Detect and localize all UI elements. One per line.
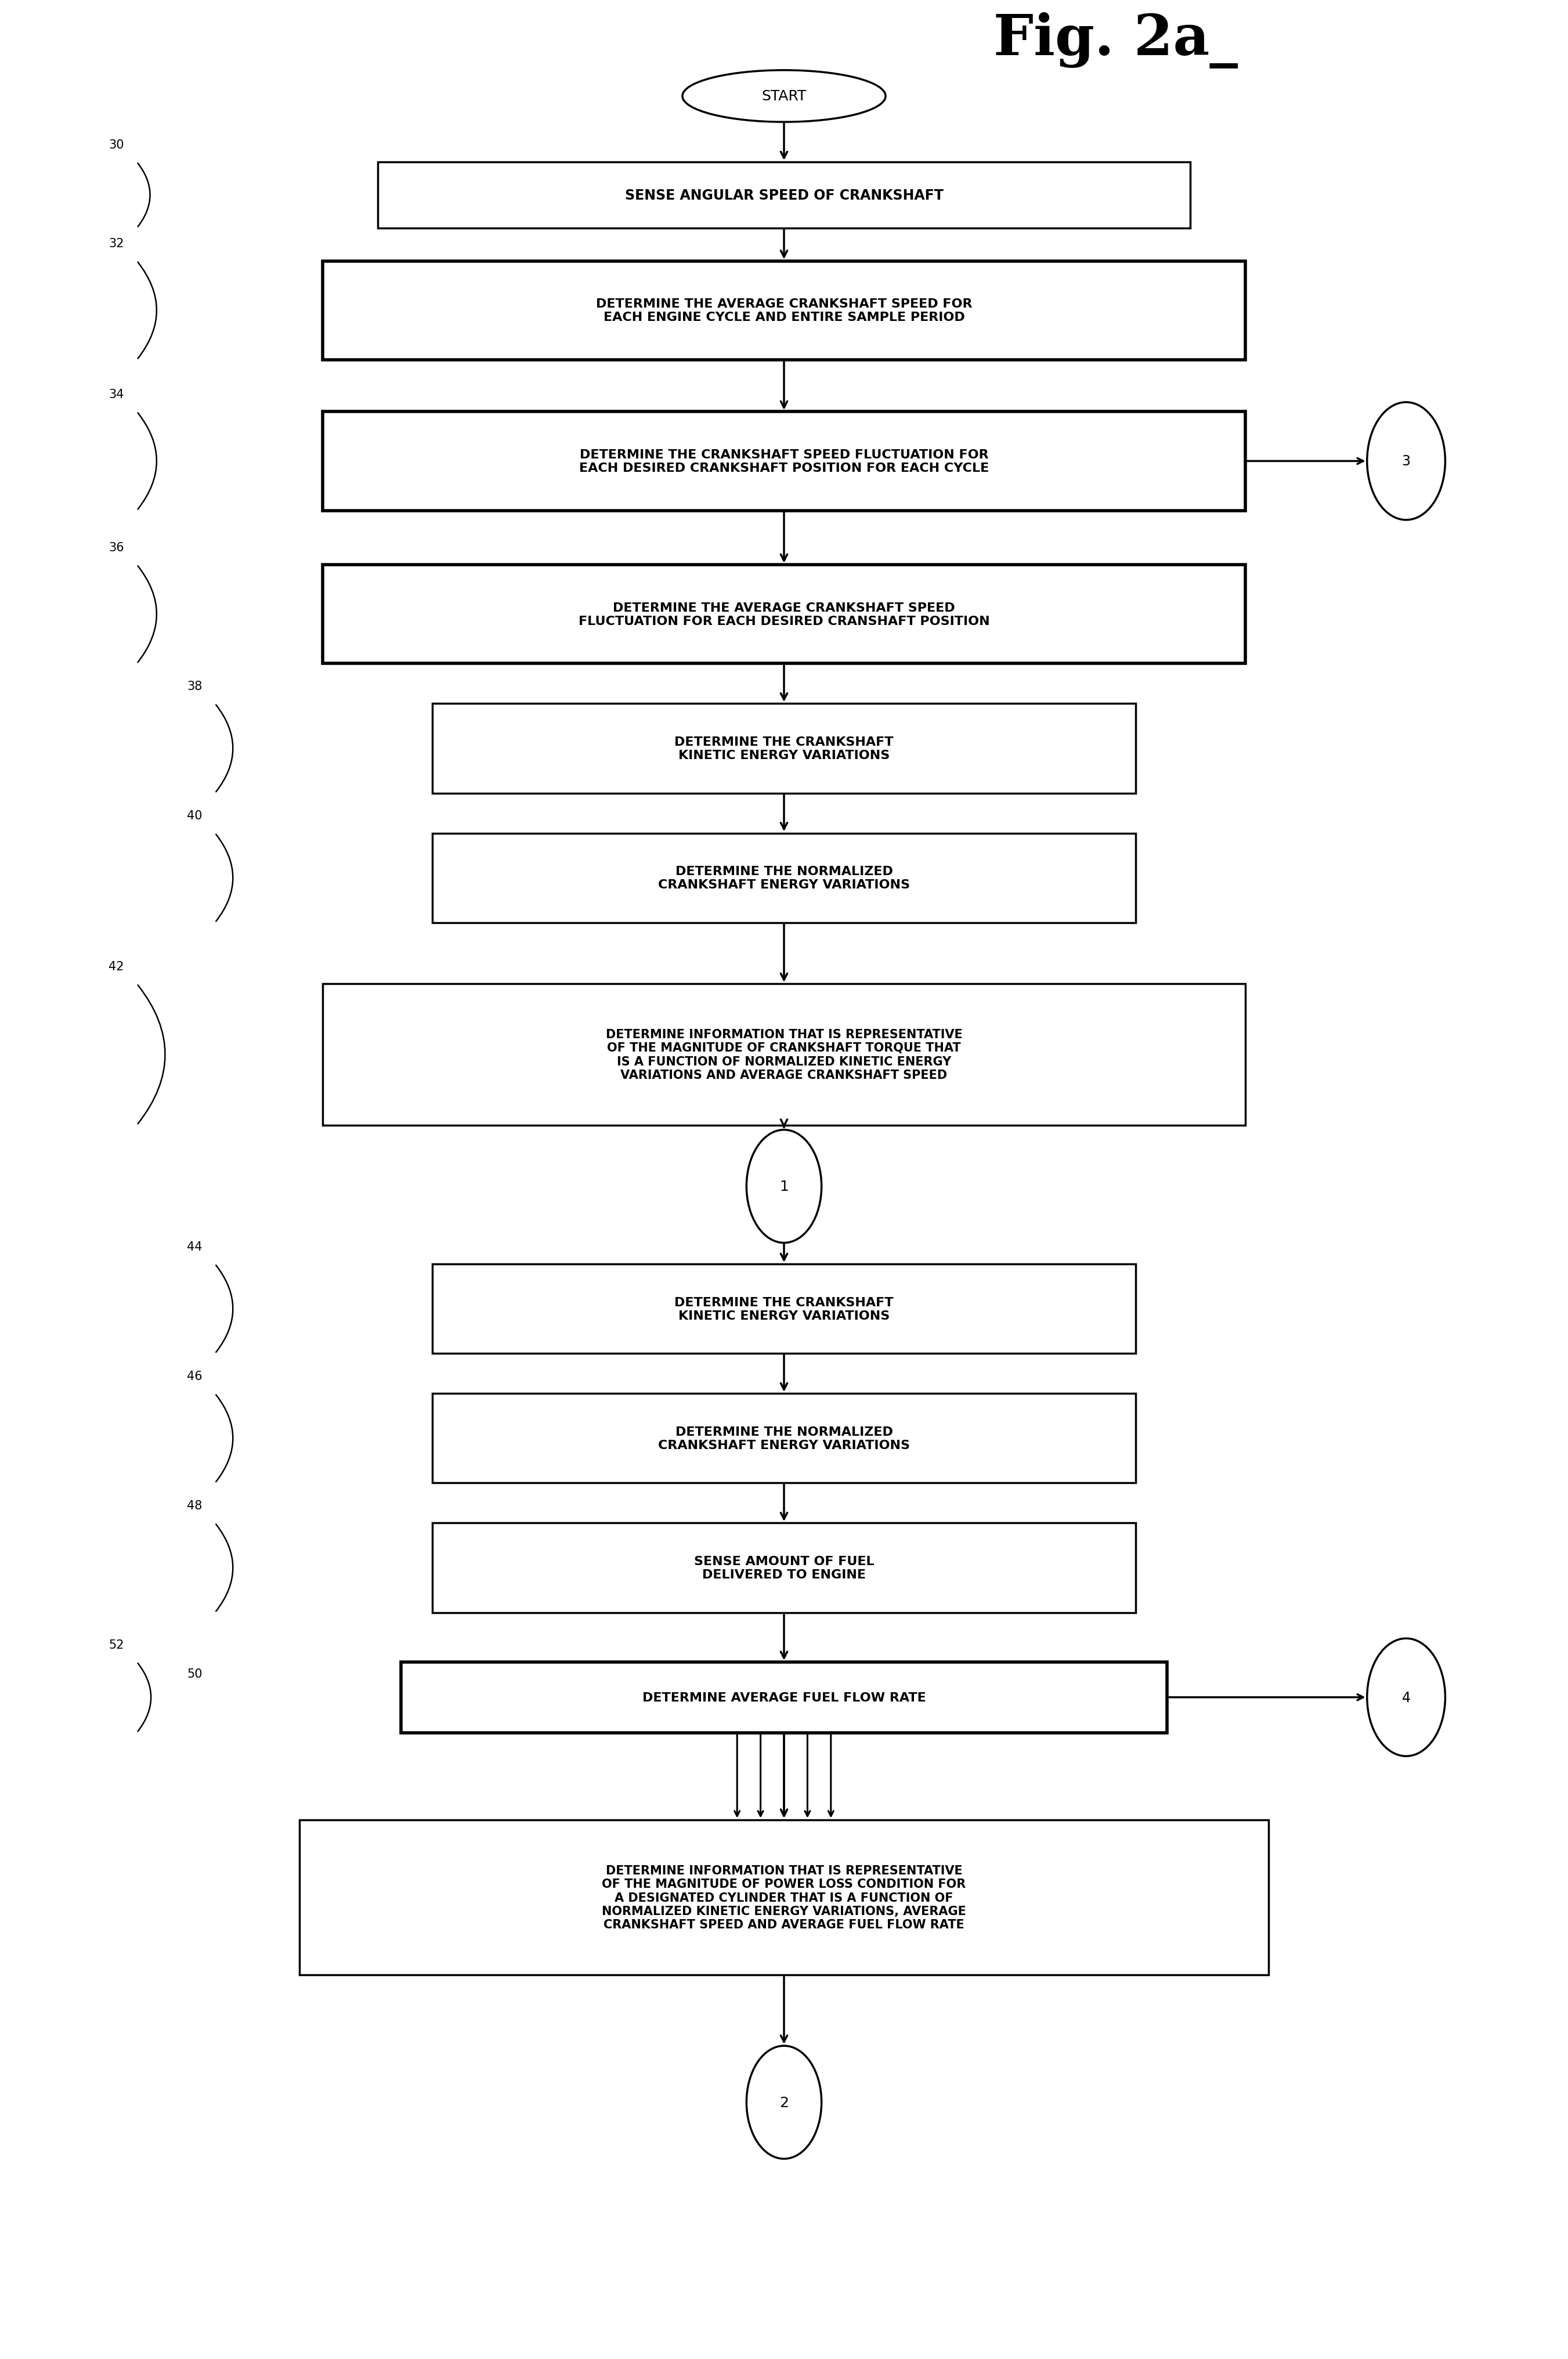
FancyBboxPatch shape xyxy=(323,984,1245,1125)
Text: 38: 38 xyxy=(187,682,202,691)
Text: SENSE AMOUNT OF FUEL
DELIVERED TO ENGINE: SENSE AMOUNT OF FUEL DELIVERED TO ENGINE xyxy=(695,1555,873,1581)
Text: DETERMINE THE CRANKSHAFT
KINETIC ENERGY VARIATIONS: DETERMINE THE CRANKSHAFT KINETIC ENERGY … xyxy=(674,1297,894,1321)
Text: 2: 2 xyxy=(779,2095,789,2109)
Text: SENSE ANGULAR SPEED OF CRANKSHAFT: SENSE ANGULAR SPEED OF CRANKSHAFT xyxy=(624,189,944,203)
Text: 36: 36 xyxy=(108,543,124,554)
Text: 48: 48 xyxy=(187,1500,202,1512)
FancyBboxPatch shape xyxy=(378,163,1190,229)
Text: 32: 32 xyxy=(108,238,124,250)
Text: 42: 42 xyxy=(108,960,124,972)
Text: DETERMINE INFORMATION THAT IS REPRESENTATIVE
OF THE MAGNITUDE OF POWER LOSS COND: DETERMINE INFORMATION THAT IS REPRESENTA… xyxy=(602,1866,966,1930)
Text: 30: 30 xyxy=(108,139,124,151)
Text: DETERMINE THE NORMALIZED
CRANKSHAFT ENERGY VARIATIONS: DETERMINE THE NORMALIZED CRANKSHAFT ENER… xyxy=(659,1425,909,1451)
Circle shape xyxy=(746,1130,822,1243)
Text: 34: 34 xyxy=(108,389,124,401)
Text: Fig. 2a_: Fig. 2a_ xyxy=(993,12,1237,68)
Text: DETERMINE THE CRANKSHAFT
KINETIC ENERGY VARIATIONS: DETERMINE THE CRANKSHAFT KINETIC ENERGY … xyxy=(674,736,894,762)
Text: DETERMINE THE NORMALIZED
CRANKSHAFT ENERGY VARIATIONS: DETERMINE THE NORMALIZED CRANKSHAFT ENER… xyxy=(659,866,909,892)
Text: DETERMINE THE AVERAGE CRANKSHAFT SPEED
FLUCTUATION FOR EACH DESIRED CRANSHAFT PO: DETERMINE THE AVERAGE CRANKSHAFT SPEED F… xyxy=(579,602,989,627)
Circle shape xyxy=(1367,1640,1446,1755)
Text: START: START xyxy=(762,90,806,104)
Circle shape xyxy=(746,2045,822,2158)
FancyBboxPatch shape xyxy=(433,703,1135,793)
Text: 44: 44 xyxy=(187,1241,202,1253)
FancyBboxPatch shape xyxy=(433,1524,1135,1614)
Text: 46: 46 xyxy=(187,1371,202,1382)
Ellipse shape xyxy=(682,71,886,123)
Circle shape xyxy=(1367,403,1446,521)
FancyBboxPatch shape xyxy=(323,566,1245,663)
Text: 1: 1 xyxy=(779,1180,789,1194)
FancyBboxPatch shape xyxy=(323,413,1245,512)
FancyBboxPatch shape xyxy=(433,833,1135,922)
FancyBboxPatch shape xyxy=(323,262,1245,361)
Text: 50: 50 xyxy=(187,1668,202,1680)
FancyBboxPatch shape xyxy=(433,1264,1135,1354)
Text: DETERMINE AVERAGE FUEL FLOW RATE: DETERMINE AVERAGE FUEL FLOW RATE xyxy=(643,1691,925,1703)
Text: DETERMINE THE AVERAGE CRANKSHAFT SPEED FOR
EACH ENGINE CYCLE AND ENTIRE SAMPLE P: DETERMINE THE AVERAGE CRANKSHAFT SPEED F… xyxy=(596,297,972,323)
Text: 52: 52 xyxy=(108,1640,124,1651)
Text: DETERMINE INFORMATION THAT IS REPRESENTATIVE
OF THE MAGNITUDE OF CRANKSHAFT TORQ: DETERMINE INFORMATION THAT IS REPRESENTA… xyxy=(605,1029,963,1080)
FancyBboxPatch shape xyxy=(401,1663,1167,1734)
Text: DETERMINE THE CRANKSHAFT SPEED FLUCTUATION FOR
EACH DESIRED CRANKSHAFT POSITION : DETERMINE THE CRANKSHAFT SPEED FLUCTUATI… xyxy=(579,448,989,474)
Text: 3: 3 xyxy=(1402,455,1411,469)
FancyBboxPatch shape xyxy=(433,1394,1135,1484)
FancyBboxPatch shape xyxy=(299,1819,1269,1974)
Text: 40: 40 xyxy=(187,809,202,821)
Text: 4: 4 xyxy=(1402,1691,1411,1706)
